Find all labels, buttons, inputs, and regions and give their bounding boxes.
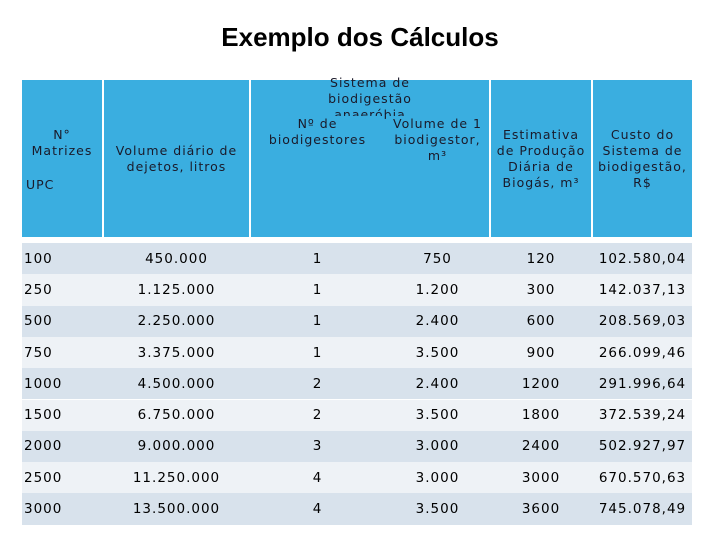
cell: 3.500 [415, 407, 460, 424]
header-cell: Volume diário de dejetos, litros [104, 80, 249, 237]
cell: 1800 [521, 407, 561, 424]
row-bg [22, 274, 692, 306]
cell: 6.750.000 [137, 407, 216, 424]
row-bg [22, 305, 692, 337]
cell: 1500 [24, 407, 63, 424]
row-bg [22, 243, 692, 275]
cell: 208.569,03 [598, 313, 687, 330]
cell: 3000 [24, 501, 63, 518]
cell: 2.400 [415, 313, 460, 330]
cell: 3.500 [415, 501, 460, 518]
cell: 3600 [521, 501, 561, 518]
cell: 745.078,49 [598, 501, 687, 518]
cell: 266.099,46 [598, 344, 687, 361]
cell: 1 [312, 344, 323, 361]
cell: 670.570,63 [598, 469, 687, 486]
cell: 750 [423, 250, 452, 267]
cell: 600 [526, 313, 556, 330]
cell: 3.000 [415, 438, 460, 455]
cell: 750 [24, 344, 53, 361]
row-bg [22, 430, 692, 463]
row-bg [22, 336, 692, 369]
cell: 2500 [24, 469, 63, 486]
cell: 1 [312, 250, 323, 267]
title: Exemplo dos Cálculos [221, 22, 499, 52]
cell: 291.996,64 [598, 375, 687, 392]
cell: 500 [24, 313, 53, 330]
cell: 4 [312, 501, 323, 518]
cell: 2 [312, 375, 323, 392]
cell: 450.000 [145, 250, 208, 267]
cell: 13.500.000 [132, 501, 221, 518]
cell: 2000 [24, 438, 63, 455]
cell: 2.250.000 [137, 313, 216, 330]
cell: 4 [312, 469, 323, 486]
cell: 11.250.000 [132, 469, 221, 486]
header-text: UPC [26, 177, 55, 192]
cell: 2 [312, 407, 323, 424]
cell: 2.400 [415, 375, 460, 392]
row-bg [22, 399, 692, 431]
cell: 250 [24, 281, 53, 298]
cell: 4.500.000 [137, 375, 216, 392]
header-cell: Estimativa de Produção Diária de Biogás,… [491, 80, 591, 237]
row-bg [22, 368, 692, 400]
cell: 120 [526, 250, 556, 267]
cell: 1.200 [415, 281, 460, 298]
cell: 3 [312, 438, 323, 455]
group-header: Sistema de biodigestão anaeróbia [328, 75, 412, 122]
cell: 1000 [24, 375, 63, 392]
header-cell: Nº de biodigestores [251, 116, 384, 237]
header-cell: Volume de 1 biodigestor, m³ [386, 116, 489, 237]
cell: 3.500 [415, 344, 460, 361]
cell: 502.927,97 [598, 438, 687, 455]
cell: 1200 [521, 375, 561, 392]
cell: 372.539,24 [598, 407, 687, 424]
cell: 3000 [521, 469, 561, 486]
header-text: N° Matrizes [22, 125, 102, 161]
cell: 900 [526, 344, 556, 361]
header-cell: Custo do Sistema de biodigestão, R$ [593, 80, 692, 237]
cell: 102.580,04 [598, 250, 687, 267]
row-bg [22, 462, 692, 494]
cell: 3.000 [415, 469, 460, 486]
cell: 100 [24, 250, 53, 267]
cell: 3.375.000 [137, 344, 216, 361]
cell: 1.125.000 [137, 281, 216, 298]
cell: 9.000.000 [137, 438, 216, 455]
cell: 1 [312, 281, 323, 298]
cell: 1 [312, 313, 323, 330]
cell: 2400 [521, 438, 561, 455]
cell: 300 [526, 281, 556, 298]
row-bg [22, 493, 692, 525]
cell: 142.037,13 [598, 281, 687, 298]
